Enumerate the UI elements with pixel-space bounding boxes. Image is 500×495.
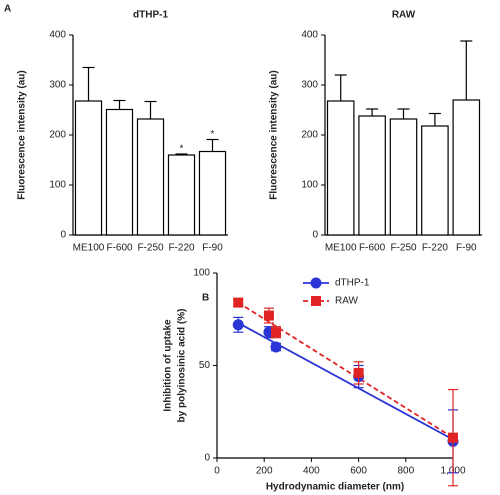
bar [167,154,196,236]
legend-label: RAW [335,296,359,307]
chart-title: RAW [392,10,416,21]
point [232,319,244,331]
x-tick-label: F-600 [359,243,386,254]
x-tick-label: F-220 [168,243,195,254]
bar [105,108,134,236]
x-tick-label: F-90 [456,243,477,254]
significance-marker: * [211,129,215,140]
x-tick-label: ME100 [325,243,357,254]
y-tick-label: 300 [301,80,318,91]
y-tick-label: 200 [301,130,318,141]
y-tick-label: 100 [301,180,318,191]
bar [326,100,355,236]
y-axis-label: by polyinosinic acid (%) [177,309,188,423]
point [233,297,244,308]
x-tick-label: 200 [256,466,273,477]
panel-label: B [202,293,209,304]
point [263,310,274,321]
legend-marker [310,277,322,289]
x-tick-label: F-220 [422,243,449,254]
x-tick-label: 400 [303,466,320,477]
bar [198,150,227,236]
significance-marker: * [180,144,184,155]
y-tick-label: 100 [49,180,66,191]
y-axis-label: Fluorescence intensity (au) [269,70,280,199]
point [270,341,282,353]
bar [358,115,386,236]
y-tick-label: 0 [60,230,66,241]
chart-title: dTHP-1 [133,10,168,21]
x-tick-label: F-90 [202,243,223,254]
fit-line [237,301,454,439]
fit-line [237,322,454,441]
y-tick-label: 0 [204,453,210,464]
y-tick-label: 300 [49,80,66,91]
x-tick-label: 800 [397,466,414,477]
x-tick-label: F-250 [390,243,417,254]
x-tick-label: ME100 [73,243,105,254]
bar [136,118,165,236]
bar [389,118,418,236]
y-tick-label: 50 [199,360,211,371]
x-axis-label: Hydrodynamic diameter (nm) [266,482,404,493]
y-tick-label: 400 [301,30,318,41]
y-axis-label: Fluorescence intensity (au) [17,70,28,199]
panel-label: A [4,4,11,15]
y-axis-label: Inhibition of uptake [163,319,174,412]
x-tick-label: F-250 [137,243,164,254]
x-tick-label: F-600 [106,243,133,254]
bar [421,125,449,236]
y-tick-label: 200 [49,130,66,141]
legend-marker [311,296,321,306]
bar [452,99,481,236]
point [271,327,281,338]
bar [74,100,103,236]
x-tick-label: 600 [350,466,367,477]
y-tick-label: 400 [49,30,66,41]
x-tick-label: 0 [214,466,220,477]
point [353,367,364,378]
point [448,432,458,443]
y-tick-label: 100 [193,268,210,279]
legend-label: dTHP-1 [335,278,370,289]
y-tick-label: 0 [312,230,318,241]
